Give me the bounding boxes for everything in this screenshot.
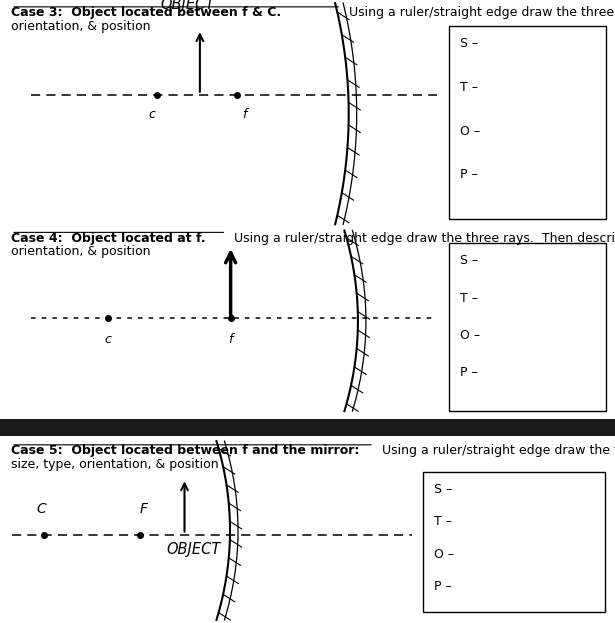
Text: Case 3:  Object located between f & C.: Case 3: Object located between f & C. [11,6,281,19]
Text: c: c [104,333,111,346]
Text: O –: O – [434,548,454,561]
Text: f: f [228,333,233,346]
Text: T –: T – [460,292,478,305]
Text: T –: T – [434,515,452,528]
Text: S –: S – [434,483,453,496]
Text: P –: P – [434,580,452,593]
Text: OBJECT: OBJECT [161,0,215,12]
Text: S –: S – [460,37,478,50]
FancyBboxPatch shape [423,472,605,612]
Text: C: C [36,502,46,516]
Text: Case 5:  Object located between f and the mirror:: Case 5: Object located between f and the… [11,444,359,457]
Text: orientation, & position: orientation, & position [11,245,151,259]
FancyBboxPatch shape [0,419,615,436]
Text: f: f [242,108,247,121]
Text: P –: P – [460,366,478,379]
Text: orientation, & position: orientation, & position [11,20,151,33]
Text: size, type, orientation, & position: size, type, orientation, & position [11,458,219,471]
Text: O –: O – [460,329,480,342]
Text: Case 4:  Object located at f.: Case 4: Object located at f. [11,232,205,245]
Text: S –: S – [460,254,478,267]
Text: T –: T – [460,81,478,94]
Text: P –: P – [460,168,478,181]
Text: F: F [139,502,148,516]
Text: O –: O – [460,125,480,138]
FancyBboxPatch shape [449,26,606,219]
Text: Using a ruler/straight edge draw the three rays.  Then describe the size, type,: Using a ruler/straight edge draw the thr… [226,232,615,245]
FancyBboxPatch shape [449,243,606,411]
Text: Using a ruler/straight edge draw the three rays.  Then describe the size, type,: Using a ruler/straight edge draw the thr… [341,6,615,19]
Text: OBJECT: OBJECT [167,542,221,557]
Text: Using a ruler/straight edge draw the three rays.   Then describe the: Using a ruler/straight edge draw the thr… [374,444,615,457]
Text: c: c [148,108,156,121]
